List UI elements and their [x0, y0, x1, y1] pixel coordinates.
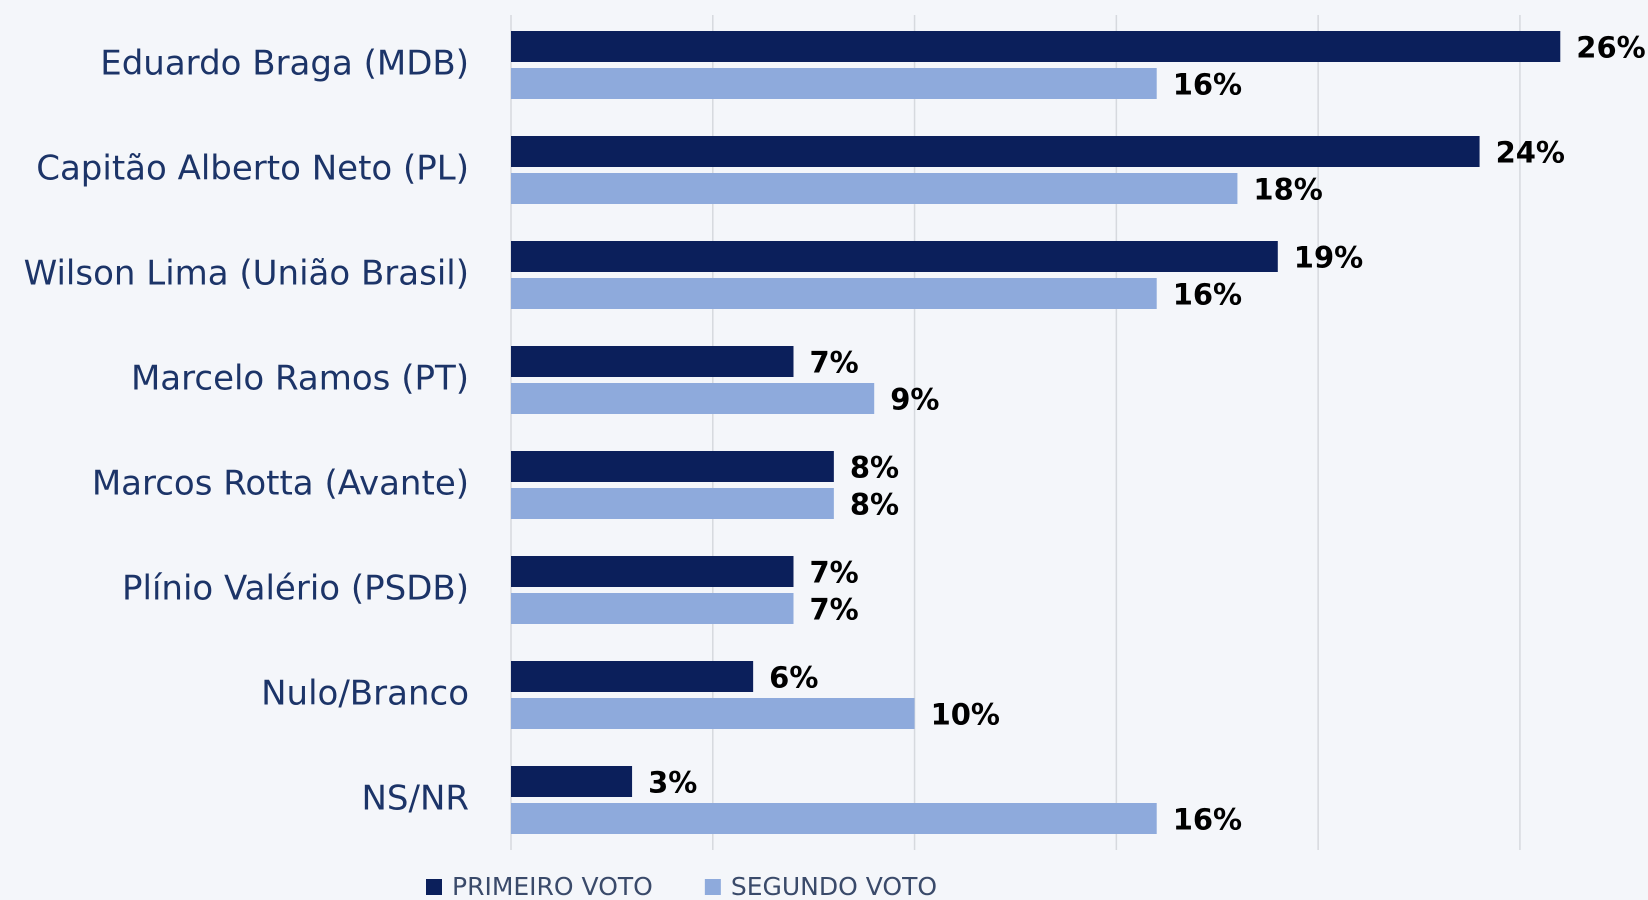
bar	[511, 766, 633, 797]
bar	[511, 31, 1561, 62]
bar	[511, 661, 754, 692]
category-label: Plínio Valério (PSDB)	[122, 569, 469, 609]
bar	[511, 488, 834, 519]
value-label: 26%	[1576, 31, 1645, 65]
legend-swatch	[426, 879, 442, 895]
legend-label: PRIMEIRO VOTO	[452, 872, 653, 900]
value-label: 7%	[810, 556, 859, 590]
value-label: 3%	[648, 766, 697, 800]
bar	[511, 383, 875, 414]
category-label: Marcos Rotta (Avante)	[92, 464, 469, 504]
value-label: 16%	[1173, 803, 1242, 837]
value-label: 24%	[1496, 136, 1565, 170]
value-label: 19%	[1294, 241, 1363, 275]
bar	[511, 593, 794, 624]
bar	[511, 173, 1238, 204]
value-label: 9%	[890, 383, 939, 417]
category-label: Marcelo Ramos (PT)	[131, 359, 469, 399]
bar	[511, 278, 1157, 309]
value-label: 7%	[810, 346, 859, 380]
value-label: 8%	[850, 451, 899, 485]
bar	[511, 698, 915, 729]
value-label: 18%	[1253, 173, 1322, 207]
value-label: 8%	[850, 488, 899, 522]
category-label: NS/NR	[361, 779, 469, 819]
legend-swatch	[704, 879, 721, 895]
category-label: Eduardo Braga (MDB)	[100, 44, 469, 84]
legend-label: SEGUNDO VOTO	[731, 872, 937, 900]
value-label: 16%	[1173, 278, 1242, 312]
value-label: 7%	[810, 593, 859, 627]
bar	[511, 803, 1157, 834]
bar	[511, 451, 834, 482]
bar	[511, 346, 794, 377]
value-label: 16%	[1173, 68, 1242, 102]
category-label: Capitão Alberto Neto (PL)	[36, 149, 469, 189]
bar	[511, 556, 794, 587]
bar	[511, 136, 1480, 167]
bar	[511, 68, 1157, 99]
value-label: 6%	[769, 661, 818, 695]
bar	[511, 241, 1278, 272]
value-label: 10%	[931, 698, 1000, 732]
category-label: Nulo/Branco	[261, 674, 469, 714]
category-label: Wilson Lima (União Brasil)	[24, 254, 469, 294]
